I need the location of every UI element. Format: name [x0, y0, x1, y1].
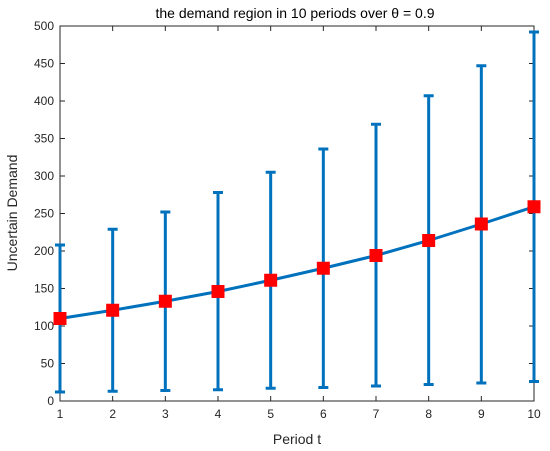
- data-point: [527, 200, 541, 214]
- plot-area: [59, 25, 535, 402]
- y-tick-label: 150: [34, 282, 54, 296]
- y-tick-label: 100: [34, 319, 54, 333]
- data-point: [264, 273, 278, 287]
- y-tick-label: 250: [34, 207, 54, 221]
- data-point: [53, 312, 67, 325]
- y-tick-label: 50: [41, 357, 55, 371]
- x-tick-label: 9: [478, 407, 485, 421]
- data-point: [158, 294, 172, 308]
- x-tick-label: 4: [215, 407, 222, 421]
- y-tick-label: 200: [34, 244, 54, 258]
- y-axis: 0 50 100 150 200 250 300 350 400 450 500: [34, 19, 534, 408]
- x-tick-label: 10: [527, 407, 541, 421]
- data-point: [369, 249, 383, 262]
- y-tick-label: 400: [34, 94, 54, 108]
- y-axis-label: Uncertain Demand: [4, 155, 20, 272]
- y-tick-label: 500: [34, 19, 54, 33]
- y-tick-label: 300: [34, 169, 54, 183]
- y-tick-label: 350: [34, 132, 54, 146]
- data-point: [316, 261, 330, 275]
- x-tick-label: 7: [373, 407, 380, 421]
- data-point: [422, 234, 436, 247]
- x-tick-label: 1: [57, 407, 64, 421]
- x-tick-label: 2: [109, 407, 116, 421]
- x-tick-label: 8: [425, 407, 432, 421]
- data-point: [211, 285, 225, 298]
- x-axis: 1 2 3 4 5 6 7 8 9 10: [57, 26, 541, 421]
- chart-title: the demand region in 10 periods over θ =…: [155, 5, 434, 21]
- x-axis-label: Period t: [273, 431, 321, 447]
- x-tick-label: 6: [320, 407, 327, 421]
- x-tick-label: 3: [162, 407, 169, 421]
- data-point: [106, 303, 120, 317]
- y-tick-label: 0: [47, 394, 54, 408]
- x-tick-label: 5: [267, 407, 274, 421]
- markers: [53, 200, 541, 325]
- series-line: [59, 205, 535, 320]
- data-point: [474, 217, 488, 231]
- y-tick-label: 450: [34, 57, 54, 71]
